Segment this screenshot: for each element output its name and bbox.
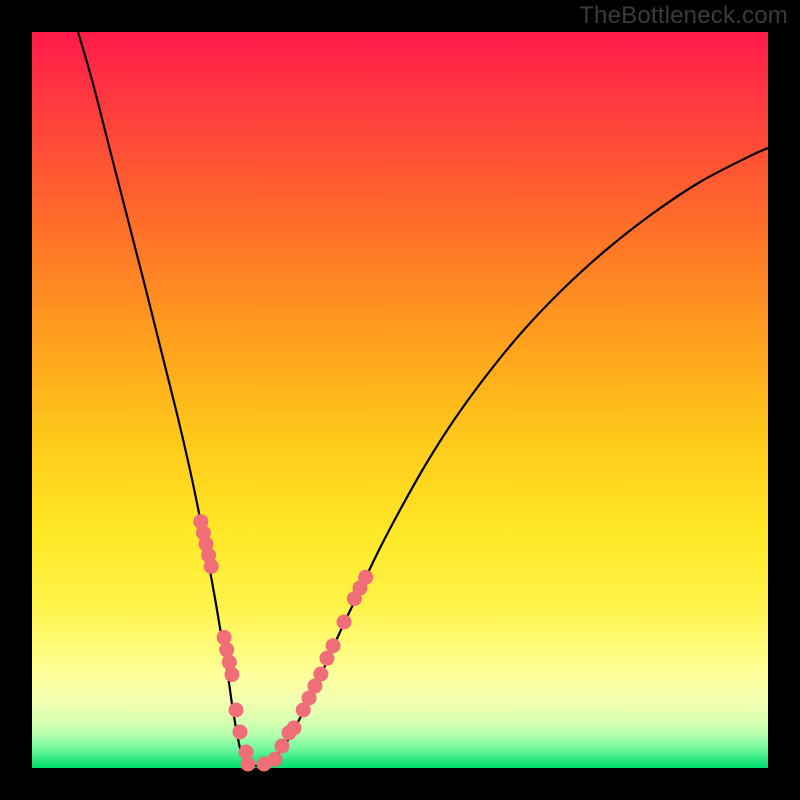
data-dot <box>217 630 232 645</box>
data-dot <box>337 615 352 630</box>
data-dot <box>229 703 244 718</box>
plot-gradient <box>32 32 768 768</box>
data-dot <box>358 570 373 585</box>
chart-root: TheBottleneck.com <box>0 0 800 800</box>
data-dot <box>275 739 290 754</box>
plot-svg <box>0 0 800 800</box>
data-dot <box>267 752 282 767</box>
data-dot <box>326 638 341 653</box>
data-dot <box>222 655 237 670</box>
data-dot <box>241 757 256 772</box>
data-dot <box>224 667 239 682</box>
watermark-text: TheBottleneck.com <box>579 2 788 30</box>
data-dot <box>219 642 234 657</box>
data-dot <box>287 721 302 736</box>
data-dot <box>204 559 219 574</box>
data-dot <box>233 725 248 740</box>
data-dot <box>313 667 328 682</box>
